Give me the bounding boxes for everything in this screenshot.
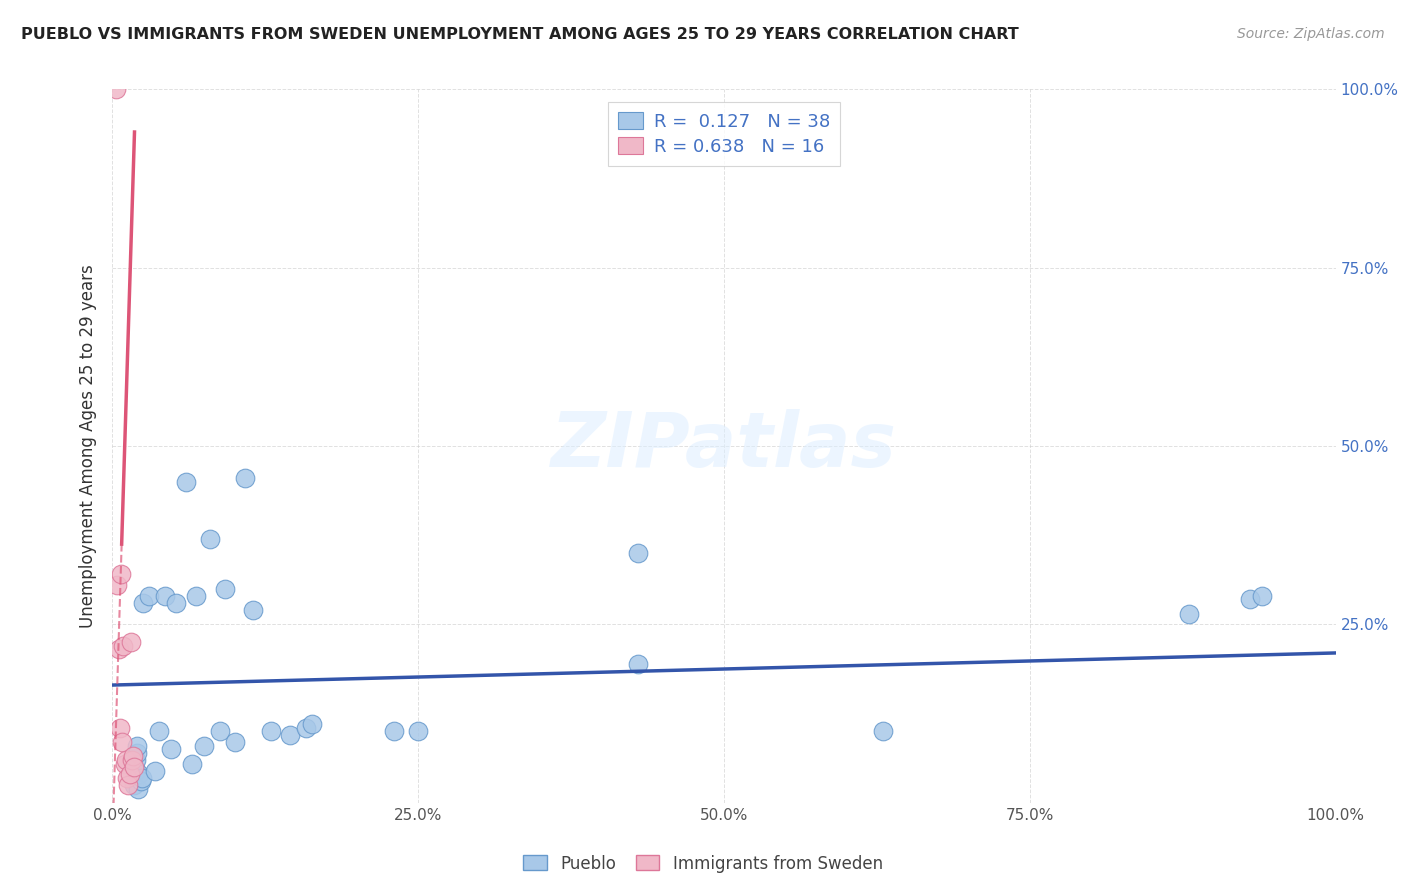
Pueblo xyxy=(131,771,153,785)
Pueblo xyxy=(214,582,236,596)
Immigrants from Sweden xyxy=(105,578,128,592)
Pueblo xyxy=(148,724,170,739)
Text: ZIPatlas: ZIPatlas xyxy=(551,409,897,483)
Immigrants from Sweden xyxy=(105,82,128,96)
Pueblo xyxy=(382,724,405,739)
Pueblo xyxy=(125,753,148,767)
Pueblo xyxy=(627,657,650,671)
Immigrants from Sweden xyxy=(117,778,139,792)
Pueblo xyxy=(174,475,197,489)
Pueblo xyxy=(125,746,148,760)
Pueblo xyxy=(872,724,894,739)
Text: PUEBLO VS IMMIGRANTS FROM SWEDEN UNEMPLOYMENT AMONG AGES 25 TO 29 YEARS CORRELAT: PUEBLO VS IMMIGRANTS FROM SWEDEN UNEMPLO… xyxy=(21,27,1019,42)
Pueblo xyxy=(1251,589,1274,603)
Immigrants from Sweden xyxy=(122,749,145,764)
Pueblo xyxy=(301,717,323,731)
Pueblo xyxy=(242,603,264,617)
Y-axis label: Unemployment Among Ages 25 to 29 years: Unemployment Among Ages 25 to 29 years xyxy=(79,264,97,628)
Pueblo xyxy=(260,724,283,739)
Legend: Pueblo, Immigrants from Sweden: Pueblo, Immigrants from Sweden xyxy=(516,848,890,880)
Immigrants from Sweden xyxy=(121,753,143,767)
Pueblo xyxy=(209,724,232,739)
Immigrants from Sweden xyxy=(115,771,138,785)
Pueblo xyxy=(165,596,187,610)
Pueblo xyxy=(181,756,204,771)
Immigrants from Sweden xyxy=(112,639,135,653)
Pueblo xyxy=(1239,592,1261,607)
Immigrants from Sweden xyxy=(118,767,141,781)
Text: Source: ZipAtlas.com: Source: ZipAtlas.com xyxy=(1237,27,1385,41)
Immigrants from Sweden xyxy=(107,642,129,657)
Pueblo xyxy=(408,724,430,739)
Pueblo xyxy=(200,532,222,546)
Pueblo xyxy=(193,739,215,753)
Pueblo xyxy=(143,764,166,778)
Pueblo xyxy=(160,742,183,756)
Immigrants from Sweden xyxy=(124,760,146,774)
Pueblo xyxy=(627,546,650,560)
Pueblo xyxy=(125,764,148,778)
Pueblo xyxy=(128,767,150,781)
Pueblo xyxy=(125,739,148,753)
Pueblo xyxy=(138,589,160,603)
Pueblo xyxy=(224,735,246,749)
Pueblo xyxy=(124,778,146,792)
Pueblo xyxy=(294,721,316,735)
Pueblo xyxy=(278,728,301,742)
Immigrants from Sweden xyxy=(120,635,142,649)
Pueblo xyxy=(153,589,176,603)
Immigrants from Sweden xyxy=(108,721,131,735)
Pueblo xyxy=(132,596,155,610)
Immigrants from Sweden xyxy=(110,567,132,582)
Pueblo xyxy=(233,471,256,485)
Pueblo xyxy=(1178,607,1201,621)
Pueblo xyxy=(127,781,149,796)
Immigrants from Sweden xyxy=(115,753,138,767)
Pueblo xyxy=(129,774,152,789)
Immigrants from Sweden xyxy=(114,756,136,771)
Immigrants from Sweden xyxy=(111,735,134,749)
Pueblo xyxy=(184,589,207,603)
Legend: R =  0.127   N = 38, R = 0.638   N = 16: R = 0.127 N = 38, R = 0.638 N = 16 xyxy=(607,102,841,166)
